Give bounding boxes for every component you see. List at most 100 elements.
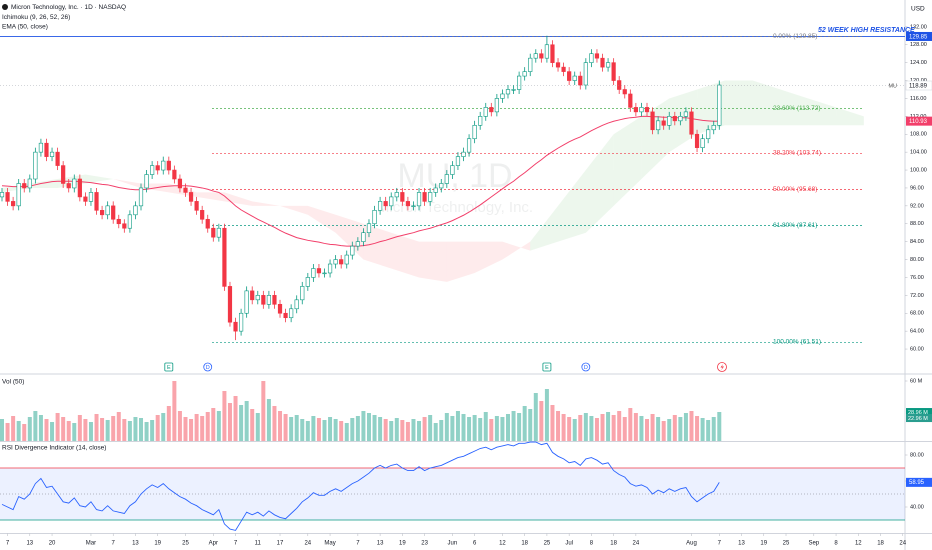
volume-bar bbox=[711, 417, 716, 441]
volume-bar bbox=[472, 415, 477, 441]
candle-body bbox=[594, 53, 600, 59]
ichimoku-cloud bbox=[474, 241, 503, 273]
ichimoku-cloud bbox=[724, 80, 753, 126]
candle-body bbox=[61, 165, 66, 184]
y-tick-label: 60.00 bbox=[910, 347, 924, 353]
volume-bar bbox=[250, 409, 255, 441]
candle-body bbox=[44, 142, 49, 157]
volume-bar bbox=[622, 417, 627, 441]
volume-bar bbox=[205, 412, 210, 441]
volume-bar bbox=[322, 420, 327, 441]
candle-body bbox=[105, 205, 110, 216]
candle-body bbox=[394, 192, 399, 198]
candle-body bbox=[77, 178, 82, 198]
candle-body bbox=[717, 84, 722, 126]
candle-body bbox=[144, 174, 149, 189]
volume-bar bbox=[200, 416, 205, 441]
candle-body bbox=[672, 116, 677, 122]
candle-body bbox=[244, 290, 249, 314]
volume-bar bbox=[55, 413, 60, 441]
volume-bar bbox=[100, 418, 105, 441]
ichimoku-cloud bbox=[585, 134, 614, 233]
candle-body bbox=[694, 133, 700, 148]
last-price-label: 118.89 bbox=[909, 83, 928, 89]
candle-body bbox=[272, 295, 277, 305]
volume-bar bbox=[633, 413, 638, 441]
candle-body bbox=[311, 268, 316, 278]
candle-body bbox=[555, 62, 561, 68]
volume-bar bbox=[244, 401, 249, 441]
volume-bar bbox=[422, 417, 427, 441]
ichimoku-cloud bbox=[113, 179, 142, 188]
candle-body bbox=[489, 107, 494, 113]
candle-body bbox=[478, 116, 483, 126]
candle-body bbox=[316, 268, 322, 274]
candle-body bbox=[361, 232, 366, 242]
candle-body bbox=[194, 201, 199, 211]
volume-bar bbox=[522, 406, 527, 441]
volume-bar bbox=[589, 416, 594, 441]
candle-body bbox=[639, 107, 644, 113]
volume-bar bbox=[16, 421, 21, 441]
ichimoku-cloud bbox=[307, 205, 336, 233]
candle-body bbox=[466, 138, 472, 153]
volume-bar bbox=[678, 417, 683, 441]
y-tick-label: 40.00 bbox=[910, 504, 924, 510]
volume-bar bbox=[366, 413, 371, 441]
volume-bar bbox=[383, 419, 388, 441]
candle-body bbox=[544, 44, 550, 59]
volume-bar bbox=[161, 413, 166, 441]
candle-body bbox=[111, 205, 116, 220]
volume-bar bbox=[617, 411, 622, 441]
candle-body bbox=[711, 125, 716, 131]
candle-body bbox=[49, 151, 55, 157]
volume-bar bbox=[428, 415, 433, 441]
x-tick-label: 18 bbox=[610, 541, 617, 547]
ichimoku-cloud bbox=[252, 201, 281, 206]
y-tick-label: 128.00 bbox=[910, 42, 927, 48]
candle-body bbox=[605, 62, 611, 68]
volume-bar bbox=[528, 409, 533, 441]
volume-bar bbox=[339, 421, 344, 441]
ichimoku-cloud bbox=[502, 241, 531, 260]
y-tick-label: 76.00 bbox=[910, 275, 924, 281]
volume-bar bbox=[695, 416, 700, 441]
candle-body bbox=[222, 227, 227, 287]
ichimoku-cloud bbox=[780, 89, 809, 126]
volume-bar bbox=[50, 422, 55, 441]
candle-body bbox=[522, 71, 527, 77]
x-tick-label: 25 bbox=[783, 541, 790, 547]
volume-bar bbox=[511, 411, 516, 441]
volume-bar bbox=[355, 416, 360, 441]
volume-bar bbox=[639, 416, 644, 441]
volume-bar bbox=[650, 414, 655, 441]
candle-body bbox=[656, 120, 661, 131]
ichimoku-cloud bbox=[641, 98, 670, 179]
volume-bar bbox=[350, 418, 355, 441]
rsi-line bbox=[1, 441, 720, 531]
volume-bar bbox=[189, 419, 194, 441]
candle-body bbox=[283, 312, 288, 319]
volume-bar bbox=[88, 422, 93, 441]
volume-bar bbox=[278, 411, 283, 441]
candle-body bbox=[644, 107, 650, 113]
ichimoku-cloud bbox=[363, 223, 392, 269]
candle-body bbox=[650, 111, 655, 131]
candle-body bbox=[678, 116, 683, 122]
volume-bar bbox=[578, 415, 583, 441]
ema-tag bbox=[906, 116, 932, 126]
y-tick-label: 100.00 bbox=[910, 168, 927, 174]
candle-body bbox=[66, 183, 71, 189]
volume-bar bbox=[22, 424, 27, 441]
candle-body bbox=[444, 174, 449, 184]
event-label: E bbox=[545, 365, 549, 371]
volume-bar bbox=[255, 413, 260, 441]
ema-line bbox=[1, 115, 720, 247]
volume-bar bbox=[294, 415, 299, 441]
candle-body bbox=[461, 151, 466, 157]
volume-bar bbox=[683, 413, 688, 441]
watermark: MU, 1D bbox=[397, 157, 512, 195]
resistance-label: 52 WEEK HIGH RESISTANCE bbox=[818, 27, 915, 34]
volume-bar bbox=[227, 403, 232, 441]
